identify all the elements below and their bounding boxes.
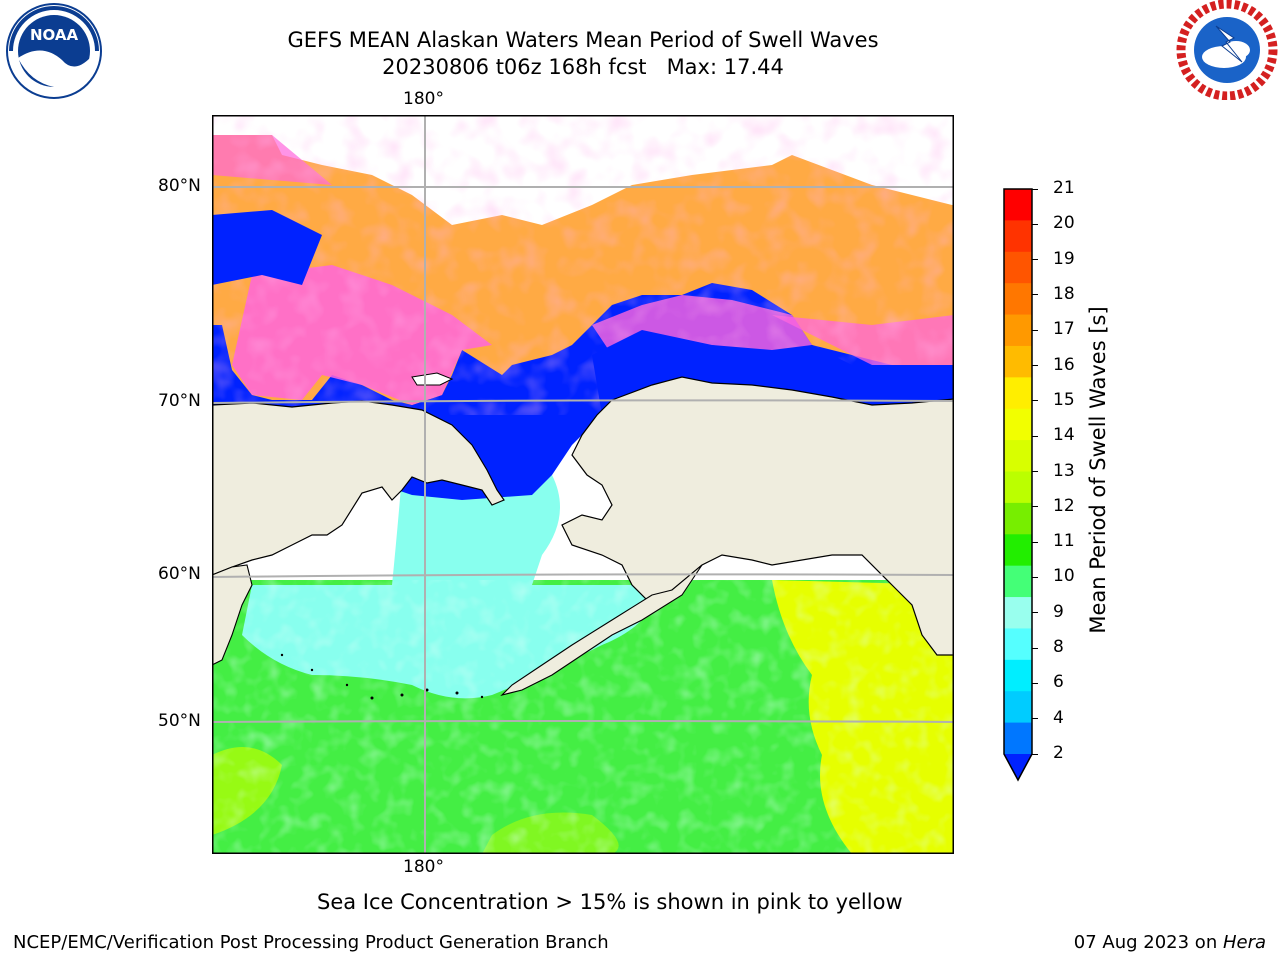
lon-label-bottom: 180°: [403, 857, 444, 877]
colorbar-segment: [1004, 314, 1032, 347]
lat-label-60: 60°N: [158, 564, 201, 584]
colorbar-tick-mark: [1032, 471, 1038, 472]
footer-left: NCEP/EMC/Verification Post Processing Pr…: [13, 932, 609, 953]
colorbar-tick-label: 14: [1053, 425, 1075, 446]
title-line-1: GEFS MEAN Alaskan Waters Mean Period of …: [287, 28, 879, 52]
colorbar: [1003, 188, 1033, 782]
colorbar-tick-mark: [1032, 682, 1038, 684]
colorbar-segment: [1004, 408, 1032, 441]
colorbar-tick-mark: [1032, 329, 1038, 331]
noaa-logo: NOAA: [6, 3, 102, 99]
colorbar-segment: [1004, 597, 1032, 629]
colorbar-tick-mark: [1032, 576, 1038, 578]
colorbar-segment: [1004, 189, 1032, 221]
colorbar-segment: [1004, 440, 1032, 472]
lon-label-top: 180°: [403, 89, 444, 109]
footer-date: 07 Aug 2023 on: [1073, 932, 1223, 953]
colorbar-segment: [1004, 534, 1032, 567]
colorbar-segment: [1004, 377, 1032, 410]
colorbar-tick-mark: [1032, 294, 1038, 296]
colorbar-tick-label: 2: [1053, 743, 1064, 763]
colorbar-tick-label: 4: [1053, 707, 1064, 728]
svg-text:NOAA: NOAA: [30, 26, 79, 44]
colorbar-tick-mark: [1032, 753, 1038, 755]
lat-label-70: 70°N: [158, 391, 201, 411]
lat-label-50: 50°N: [158, 711, 201, 731]
colorbar-tick-label: 11: [1053, 531, 1075, 552]
colorbar-tick-label: 8: [1053, 637, 1064, 658]
land-alaska: [561, 376, 954, 656]
title-line-2: 20230806 t06z 168h fcst Max: 17.44: [382, 55, 784, 79]
footer-host: Hera: [1222, 932, 1266, 953]
colorbar-tick-mark: [1032, 400, 1038, 402]
land-siberia: [212, 400, 505, 576]
colorbar-segment: [1004, 251, 1032, 284]
colorbar-segment: [1004, 345, 1032, 378]
colorbar-segment: [1004, 502, 1032, 535]
sea-ice-note: Sea Ice Concentration > 15% is shown in …: [317, 890, 903, 914]
colorbar-tick-mark: [1032, 188, 1038, 190]
colorbar-tick-label: 15: [1053, 389, 1075, 410]
colorbar-tick-label: 19: [1053, 248, 1075, 269]
nws-logo: [1176, 0, 1278, 100]
colorbar-segment: [1004, 691, 1032, 724]
colorbar-tick-label: 6: [1053, 672, 1064, 693]
colorbar-tick-mark: [1032, 435, 1038, 437]
colorbar-label: Mean Period of Swell Waves [s]: [1086, 306, 1110, 634]
colorbar-tick-label: 10: [1053, 566, 1075, 587]
colorbar-extend-triangle: [1004, 754, 1032, 780]
colorbar-segment: [1004, 565, 1032, 598]
colorbar-tick-label: 9: [1053, 601, 1064, 622]
colorbar-segment: [1004, 722, 1032, 755]
colorbar-tick-label: 20: [1053, 213, 1075, 234]
colorbar-tick-label: 16: [1053, 354, 1075, 375]
colorbar-tick-label: 17: [1053, 319, 1075, 340]
colorbar-segment: [1004, 659, 1032, 692]
colorbar-tick-mark: [1032, 223, 1038, 225]
colorbar-tick-label: 18: [1053, 283, 1075, 304]
colorbar-tick-mark: [1032, 365, 1038, 367]
colorbar-tick-label: 13: [1053, 460, 1075, 481]
colorbar-segment: [1004, 220, 1032, 253]
colorbar-segment: [1004, 471, 1032, 504]
colorbar-tick-mark: [1032, 612, 1038, 614]
colorbar-tick-mark: [1032, 718, 1038, 720]
lat-label-80: 80°N: [158, 176, 201, 196]
footer-right: 07 Aug 2023 on Hera: [1074, 932, 1266, 953]
colorbar-segment: [1004, 283, 1032, 316]
colorbar-tick-label: 21: [1053, 178, 1075, 198]
colorbar-tick-label: 12: [1053, 495, 1075, 516]
colorbar-segment: [1004, 628, 1032, 661]
colorbar-tick-mark: [1032, 506, 1038, 508]
graticule: [212, 115, 954, 854]
colorbar-tick-mark: [1032, 259, 1038, 261]
colorbar-tick-mark: [1032, 647, 1038, 649]
map-panel: [212, 115, 954, 854]
colorbar-tick-mark: [1032, 541, 1038, 543]
